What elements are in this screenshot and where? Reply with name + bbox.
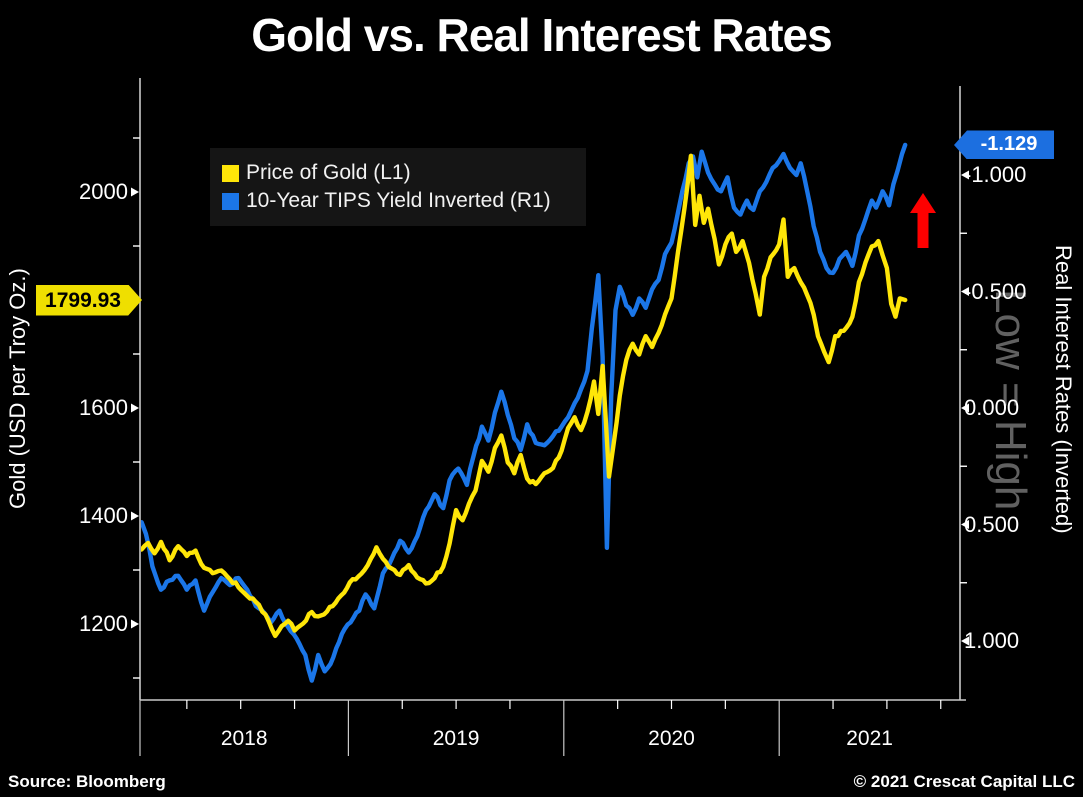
gold-price-line: [141, 153, 908, 639]
x-axis-year-label: 2019: [432, 727, 480, 750]
right-axis-tick: [961, 636, 969, 646]
red-up-arrow-icon: [910, 193, 936, 248]
legend: Price of Gold (L1) 10-Year TIPS Yield In…: [210, 148, 586, 226]
x-axis-year-label: 2018: [220, 727, 268, 750]
left-axis-tick: [131, 619, 139, 629]
left-axis-tick: [131, 187, 139, 197]
x-axis-year-label: 2020: [648, 727, 695, 750]
left-axis-tick: [131, 403, 139, 413]
right-axis-tick: [961, 403, 969, 413]
right-axis-tick-label: -1.000: [964, 162, 1027, 187]
left-axis-tick-label: 1200: [79, 611, 128, 636]
left-axis-tick: [131, 511, 139, 521]
source-text: Source: Bloomberg: [8, 772, 166, 791]
right-axis-tick-label: 0.500: [964, 511, 1020, 537]
copyright-text: © 2021 Crescat Capital LLC: [853, 772, 1075, 791]
left-axis-tick-label: 1400: [79, 503, 128, 528]
right-axis-tick: [961, 170, 969, 180]
left-axis-tick-label: 2000: [79, 179, 128, 204]
right-axis-tick-label: -0.500: [964, 278, 1027, 304]
right-axis-tick-label: 1.000: [964, 628, 1020, 653]
right-axis-title: Real Interest Rates (Inverted): [1051, 244, 1076, 534]
x-axis-year-label: 2021: [846, 727, 893, 750]
gold-series-swatch-icon: [222, 164, 239, 182]
left-axis-title: Gold (USD per Troy Oz.): [5, 268, 30, 510]
watermark-low-equals-high: Low = High: [986, 289, 1035, 511]
tips-series-swatch-icon: [222, 192, 239, 210]
legend-item-tips: 10-Year TIPS Yield Inverted (R1): [222, 187, 586, 215]
legend-label-tips: 10-Year TIPS Yield Inverted (R1): [246, 189, 551, 212]
right-axis-tick-label: 0.000: [964, 395, 1020, 420]
tips-last-value-badge: -1.129: [954, 130, 1054, 160]
right-axis-tick: [961, 520, 969, 529]
gold-last-price-badge: 1799.93: [36, 284, 142, 316]
chart-title: Gold vs. Real Interest Rates: [251, 9, 832, 61]
left-axis-tick-label: 1600: [79, 395, 128, 420]
legend-item-gold: Price of Gold (L1): [222, 159, 586, 187]
right-axis-tick: [961, 287, 969, 296]
legend-label-gold: Price of Gold (L1): [246, 161, 411, 184]
